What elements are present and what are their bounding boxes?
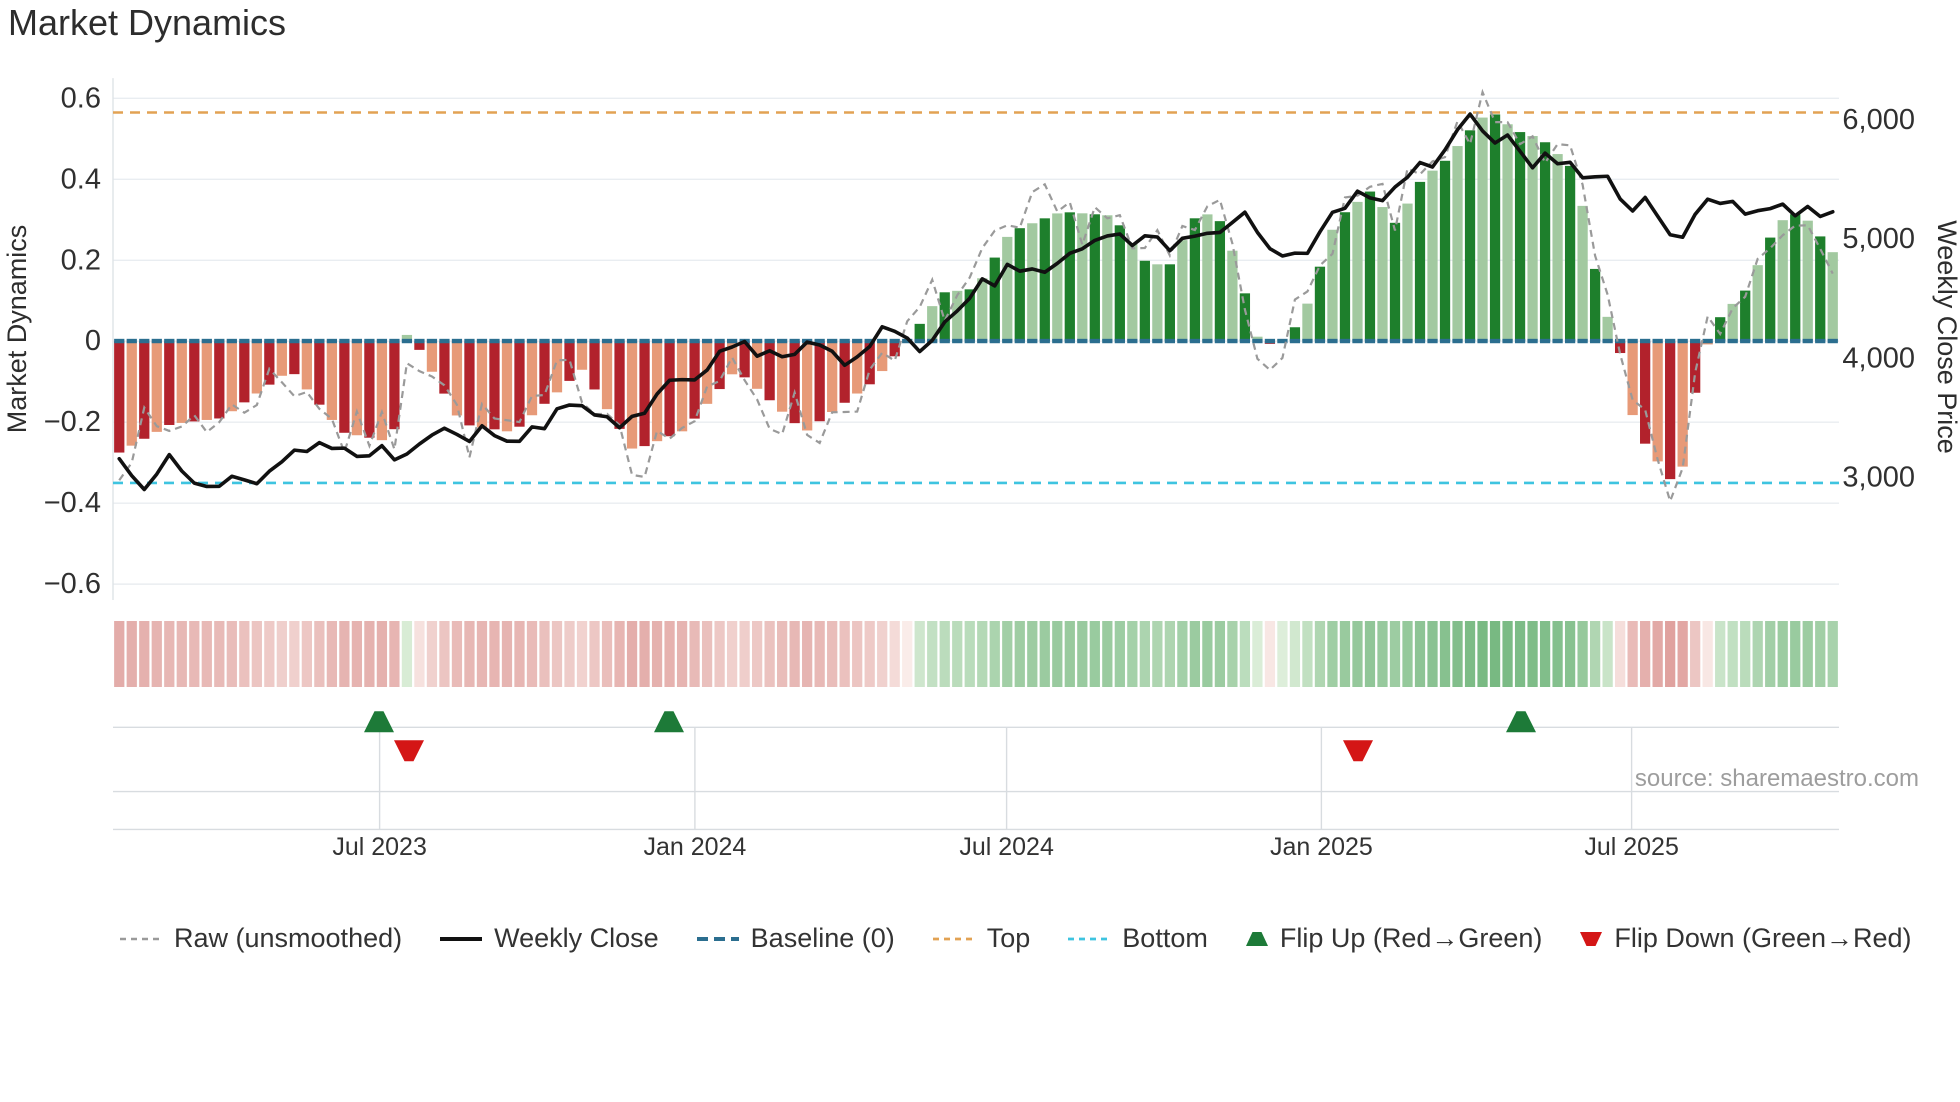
svg-text:Jan 2025: Jan 2025: [1270, 833, 1373, 861]
svg-text:5,000: 5,000: [1842, 223, 1915, 255]
svg-text:−0.6: −0.6: [44, 568, 101, 600]
svg-text:Jul 2025: Jul 2025: [1584, 833, 1679, 861]
svg-text:source: sharemaestro.com: source: sharemaestro.com: [1635, 765, 1919, 792]
svg-text:Market Dynamics: Market Dynamics: [2, 225, 32, 434]
svg-text:−0.2: −0.2: [44, 406, 101, 438]
svg-text:0.6: 0.6: [61, 82, 101, 114]
svg-text:4,000: 4,000: [1842, 342, 1915, 374]
svg-text:−0.4: −0.4: [44, 487, 101, 519]
svg-text:0: 0: [85, 325, 101, 357]
svg-text:6,000: 6,000: [1842, 104, 1915, 136]
svg-text:3,000: 3,000: [1842, 462, 1915, 494]
svg-text:Weekly Close Price: Weekly Close Price: [1932, 220, 1960, 454]
svg-text:Jul 2024: Jul 2024: [959, 833, 1054, 861]
svg-text:Jul 2023: Jul 2023: [332, 833, 427, 861]
svg-text:0.4: 0.4: [61, 163, 101, 195]
svg-text:0.2: 0.2: [61, 244, 101, 276]
svg-text:Jan 2024: Jan 2024: [643, 833, 746, 861]
